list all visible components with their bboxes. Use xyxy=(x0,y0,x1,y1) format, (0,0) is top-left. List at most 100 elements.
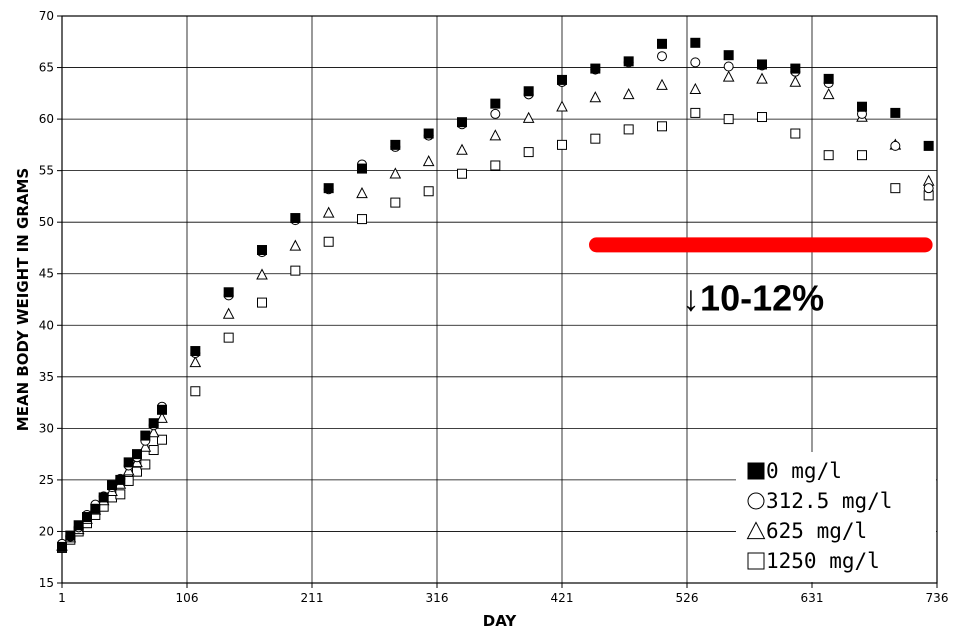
data-point xyxy=(456,143,468,155)
y-tick-label: 35 xyxy=(39,370,54,384)
data-point xyxy=(890,183,901,194)
data-point xyxy=(723,50,734,61)
y-tick-label: 55 xyxy=(39,164,54,178)
data-point xyxy=(156,411,168,423)
data-point xyxy=(157,404,167,415)
data-point xyxy=(690,107,701,118)
data-point xyxy=(790,63,801,74)
data-point xyxy=(157,434,167,445)
data-point xyxy=(656,78,668,90)
data-point xyxy=(623,124,634,135)
data-point xyxy=(789,75,802,87)
y-tick-label: 40 xyxy=(39,318,54,332)
data-point xyxy=(289,239,302,251)
legend-marker xyxy=(746,521,766,540)
annotations: ↓10-12% xyxy=(589,237,933,319)
y-tick-label: 45 xyxy=(39,267,54,281)
data-point xyxy=(423,186,434,197)
data-point xyxy=(189,356,202,368)
data-point xyxy=(148,445,159,456)
data-point xyxy=(422,155,435,167)
data-point xyxy=(389,167,402,179)
y-tick-label: 15 xyxy=(39,576,54,590)
data-point xyxy=(132,449,142,460)
data-point xyxy=(140,430,151,441)
data-point xyxy=(257,297,267,308)
data-point xyxy=(223,287,234,298)
x-tick-label: 1 xyxy=(58,591,66,605)
data-point xyxy=(556,100,568,112)
data-point xyxy=(115,489,126,500)
x-tick-label: 421 xyxy=(551,591,574,605)
data-point xyxy=(190,386,201,397)
data-point xyxy=(489,129,502,141)
data-point xyxy=(490,108,501,119)
data-point xyxy=(357,214,367,225)
y-tick-label: 60 xyxy=(39,112,54,126)
data-point xyxy=(457,168,467,179)
data-point xyxy=(589,91,602,103)
data-point xyxy=(98,492,109,503)
data-point xyxy=(115,474,126,485)
y-tick-label: 20 xyxy=(39,524,54,538)
legend-label: 312.5 mg/l xyxy=(766,489,892,513)
legend-marker xyxy=(747,492,765,510)
y-tick-label: 25 xyxy=(39,473,54,487)
data-point xyxy=(857,101,867,112)
data-point xyxy=(657,51,667,62)
data-point xyxy=(622,87,635,100)
data-point xyxy=(390,139,401,150)
x-axis-label: DAY xyxy=(483,612,518,630)
data-point xyxy=(107,480,117,491)
data-point xyxy=(222,307,235,319)
data-point xyxy=(590,133,601,144)
data-point xyxy=(723,114,734,125)
reduction-label: ↓10-12% xyxy=(682,278,824,319)
legend-label: 1250 mg/l xyxy=(766,549,880,573)
data-point xyxy=(390,197,401,208)
data-point xyxy=(147,426,160,438)
legend-label: 0 mg/l xyxy=(766,459,842,483)
data-point xyxy=(123,457,134,468)
data-point xyxy=(590,63,601,74)
data-point xyxy=(57,541,67,552)
y-axis-label: MEAN BODY WEIGHT IN GRAMS xyxy=(14,168,32,431)
data-point xyxy=(657,38,667,49)
data-point xyxy=(923,140,934,151)
x-tick-label: 526 xyxy=(676,591,699,605)
data-point xyxy=(357,163,367,174)
data-point xyxy=(123,475,134,486)
data-point xyxy=(223,332,234,343)
data-point xyxy=(857,150,867,161)
x-tick-label: 631 xyxy=(801,591,824,605)
data-point xyxy=(90,503,101,514)
data-point xyxy=(457,117,467,128)
data-point xyxy=(148,418,159,429)
data-point xyxy=(757,59,767,70)
data-point xyxy=(923,183,934,194)
data-point xyxy=(822,87,835,100)
data-point xyxy=(323,236,334,247)
grid xyxy=(62,16,937,583)
legend-marker xyxy=(747,552,765,570)
data-point xyxy=(623,56,634,67)
data-point xyxy=(689,82,702,94)
data-point xyxy=(490,160,501,171)
data-point xyxy=(190,346,201,357)
plot-frame xyxy=(61,15,938,584)
data-point xyxy=(823,73,834,84)
data-points xyxy=(56,37,935,553)
legend-marker xyxy=(747,462,765,480)
data-point xyxy=(490,98,501,109)
data-point xyxy=(423,128,434,139)
legend: 0 mg/l 312.5 mg/l 625 mg/l 1250 mg/l xyxy=(736,452,936,582)
data-point xyxy=(657,121,667,132)
legend-background xyxy=(736,452,936,582)
data-point xyxy=(523,147,534,158)
data-point xyxy=(356,186,368,199)
axis-ticks: 1 106 211 316 421 526 631 736 15 20 25 30 35 40 45 50 55… xyxy=(39,9,949,605)
x-tick-label: 736 xyxy=(926,591,949,605)
data-point xyxy=(722,70,735,82)
data-point xyxy=(82,512,92,523)
